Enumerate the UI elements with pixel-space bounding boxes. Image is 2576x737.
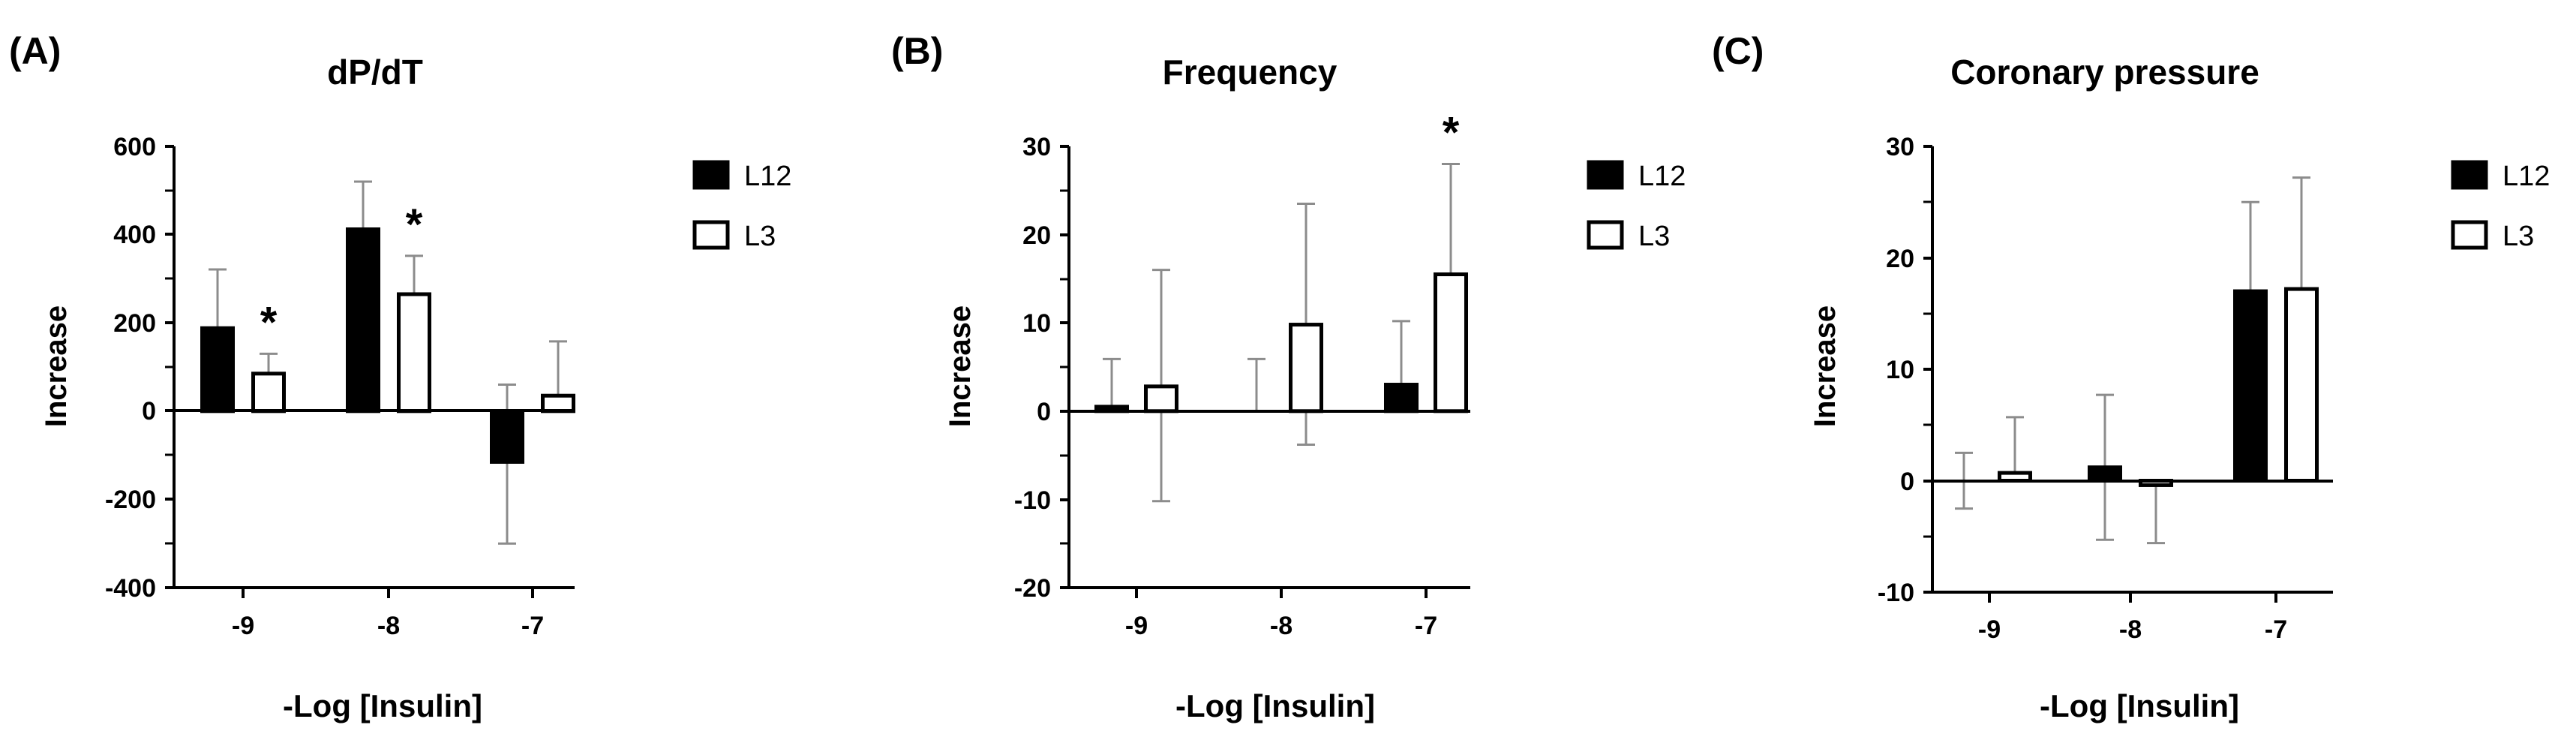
panel-b-legend-label-l12: L12 (1638, 161, 1686, 192)
panel-c-ytick-label: 30 (1886, 133, 1914, 161)
panel-c: (C) Coronary pressure Increase -Log [Ins… (1712, 30, 2550, 723)
panel-b-ytick-label: 0 (1037, 398, 1051, 426)
panel-a-ytick-label: -400 (105, 574, 156, 603)
panel-c-ytick-label: 20 (1886, 245, 1914, 273)
panel-c-ytick-label: -10 (1878, 579, 1914, 607)
panel-a-legend-label-l12: L12 (744, 161, 791, 192)
panel-a-letter: (A) (9, 30, 61, 72)
panel-a-bar-l3 (397, 292, 431, 414)
panel-b-title: Frequency (1163, 53, 1338, 92)
panel-b-legend-swatch-l3 (1587, 220, 1624, 250)
panel-c-xtick-label: -8 (2119, 615, 2142, 644)
panel-a-significance-star: * (406, 200, 423, 249)
panel-b-xtick-label: -8 (1270, 612, 1293, 640)
panel-b-x-axis-label: -Log [Insulin] (1175, 688, 1375, 723)
panel-b-bar-l3 (1144, 384, 1178, 414)
panel-c-title: Coronary pressure (1950, 53, 2259, 92)
panel-a-y-axis-label: Increase (40, 305, 73, 427)
panel-a-ytick-label: 0 (142, 397, 156, 426)
panel-b: (B) Frequency Increase -Log [Insulin] 30… (891, 30, 1686, 723)
panel-a-title: dP/dT (327, 53, 423, 92)
panel-b-letter: (B) (891, 30, 943, 72)
panel-a-bar-l3 (251, 372, 286, 414)
panel-c-bar-l3 (2284, 287, 2319, 483)
panel-b-bar-l3 (1434, 272, 1468, 414)
panel-b-legend-label-l3: L3 (1638, 221, 1670, 252)
panel-b-ytick-label: 30 (1022, 133, 1051, 161)
panel-a-ytick-label: 400 (113, 221, 156, 249)
panel-c-ytick-label: 0 (1900, 468, 1914, 496)
panel-c-bar-l12 (2088, 465, 2122, 483)
panel-c-x-axis-label: -Log [Insulin] (2040, 688, 2239, 723)
panel-a-ytick-label: 600 (113, 133, 156, 161)
panel-b-bar-l12 (1384, 383, 1419, 414)
panel-c-bar-l12 (2233, 289, 2268, 483)
panel-a-legend-label-l3: L3 (744, 221, 776, 252)
panel-a-bar-l12 (346, 227, 380, 414)
panel-c-bar-l3 (1998, 471, 2032, 483)
panel-b-ytick-label: -10 (1014, 486, 1051, 515)
panel-c-ytick-label: 10 (1886, 356, 1914, 384)
panel-b-legend-swatch-l12 (1587, 160, 1624, 190)
panel-c-xtick-label: -7 (2265, 615, 2287, 644)
panel-b-significance-star: * (1443, 109, 1460, 158)
panel-c-marks (1955, 176, 2319, 545)
panel-c-letter: (C) (1712, 30, 1764, 72)
panel-b-bar-l3 (1289, 323, 1323, 414)
panel-c-legend-label-l3: L3 (2502, 221, 2534, 252)
panel-a-xtick-label: -9 (232, 612, 254, 640)
panel-b-ytick-label: -20 (1014, 574, 1051, 603)
panel-a-bar-l3 (541, 393, 575, 414)
panel-b-ytick-label: 10 (1022, 309, 1051, 338)
panel-a-xtick-label: -8 (377, 612, 400, 640)
panel-a-bar-l12 (200, 326, 235, 414)
panel-c-legend-swatch-l12 (2451, 160, 2488, 190)
panel-b-y-axis-label: Increase (944, 305, 977, 427)
panel-a-marks: ** (200, 180, 575, 545)
panel-a-significance-star: * (260, 298, 278, 347)
panel-c-legend-label-l12: L12 (2502, 161, 2550, 192)
panel-a-xtick-label: -7 (521, 612, 544, 640)
panel-a: (A) dP/dT Increase -Log [Insulin] 600 40… (9, 30, 791, 723)
panel-a-legend-swatch-l3 (692, 220, 730, 250)
panel-b-marks: * (1094, 109, 1468, 503)
panel-b-xtick-label: -9 (1125, 612, 1148, 640)
panel-a-ytick-label: -200 (105, 486, 156, 514)
panel-a-bar-l12 (490, 409, 524, 464)
panel-a-ytick-label: 200 (113, 309, 156, 338)
panel-c-xtick-label: -9 (1978, 615, 2001, 644)
panel-a-legend-swatch-l12 (692, 160, 730, 190)
panel-c-legend-swatch-l3 (2451, 220, 2488, 250)
panel-a-x-axis-label: -Log [Insulin] (283, 688, 482, 723)
panel-c-y-axis-label: Increase (1809, 305, 1842, 427)
panel-b-xtick-label: -7 (1415, 612, 1437, 640)
panel-b-ytick-label: 20 (1022, 221, 1051, 250)
